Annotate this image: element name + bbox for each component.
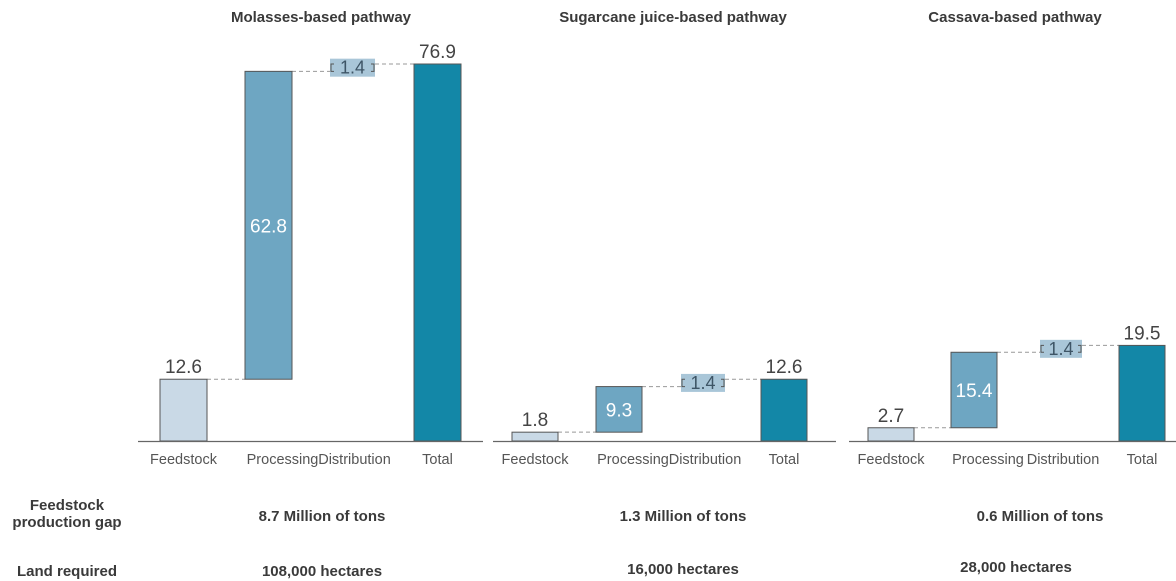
bar-distribution: [1040, 339, 1082, 358]
bar-processing: [950, 351, 998, 429]
value-label-feedstock: 2.7: [878, 406, 904, 427]
bar-processing: [244, 70, 293, 380]
gap-value-sugarcane: 1.3 Million of tons: [619, 508, 747, 525]
chart-title: Sugarcane juice-based pathway: [559, 9, 787, 26]
chart-panel-2: Cassava-based pathway 2.7 15.4 1.4 19.5 Feeds…: [849, 0, 1176, 470]
row-label-land-required: Land required: [16, 563, 117, 580]
value-label-total: 12.6: [766, 357, 803, 378]
bar-feedstock: [159, 378, 208, 442]
bar-distribution: [681, 373, 725, 392]
value-label-distribution: 1.4: [690, 373, 715, 393]
bar-distribution: [330, 58, 375, 77]
category-label-feedstock: Feedstock: [858, 452, 926, 468]
value-label-feedstock: 1.8: [522, 410, 548, 431]
chart-panel-1: Sugarcane juice-based pathway 1.8 9.3 1.4 12…: [493, 0, 836, 470]
value-label-distribution: 1.4: [1048, 339, 1073, 359]
value-label-processing: 62.8: [250, 216, 287, 237]
bar-total: [413, 63, 462, 442]
category-label-feedstock: Feedstock: [150, 452, 218, 468]
bar-feedstock: [511, 431, 559, 442]
value-label-processing: 15.4: [956, 381, 993, 402]
value-label-processing: 9.3: [606, 400, 632, 421]
category-label-processing: Processing: [247, 452, 319, 468]
category-label-total: Total: [1127, 452, 1158, 468]
bar-processing: [595, 386, 643, 433]
value-label-total: 19.5: [1124, 323, 1161, 344]
category-label-distribution: Distribution: [669, 452, 742, 468]
bar-feedstock: [867, 427, 915, 442]
bar-distribution-bracket: [1040, 344, 1082, 353]
gap-value-cassava: 0.6 Million of tons: [976, 508, 1104, 525]
chart-panel-0: Molasses-based pathway 12.6 62.8 1.4 76.9 Fee…: [138, 0, 483, 470]
land-value-cassava: 28,000 hectares: [960, 559, 1072, 576]
category-label-distribution: Distribution: [1027, 452, 1100, 468]
value-label-feedstock: 12.6: [165, 357, 202, 378]
chart-title: Molasses-based pathway: [230, 9, 412, 26]
category-label-processing: Processing: [597, 452, 669, 468]
bar-total: [760, 378, 808, 442]
gap-value-molasses: 8.7 Million of tons: [258, 508, 386, 525]
category-label-total: Total: [769, 452, 800, 468]
chart-title: Cassava-based pathway: [928, 9, 1102, 26]
value-label-total: 76.9: [419, 42, 456, 63]
bar-total: [1118, 344, 1166, 442]
row-label-feedstock-gap: Feedstock production gap: [12, 497, 122, 531]
value-label-distribution: 1.4: [340, 58, 365, 78]
chart-svg: 1.8 9.3 1.4 12.6 Feedstock Processing Distribu…: [493, 357, 836, 468]
chart-svg: 12.6 62.8 1.4 76.9 Feedstock Processing Distri…: [138, 42, 483, 468]
category-label-feedstock: Feedstock: [502, 452, 570, 468]
land-value-molasses: 108,000 hectares: [261, 563, 383, 580]
bar-distribution-bracket: [330, 63, 375, 72]
land-value-sugarcane: 16,000 hectares: [627, 561, 739, 578]
chart-svg: 2.7 15.4 1.4 19.5 Feedstock Processing Distrib…: [849, 323, 1176, 468]
category-label-processing: Processing: [952, 452, 1024, 468]
bar-distribution-bracket: [681, 378, 725, 388]
category-label-distribution: Distribution: [318, 452, 391, 468]
category-label-total: Total: [422, 452, 453, 468]
